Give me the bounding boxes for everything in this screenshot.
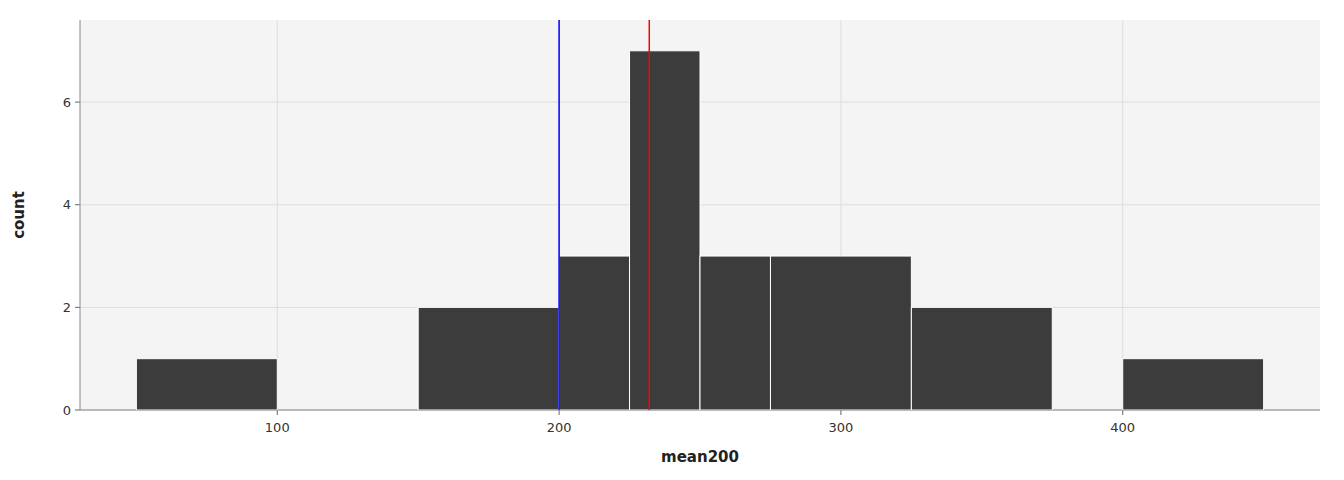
bars [136, 20, 1263, 410]
chart: 100 200 300 400 0 2 4 6 mean200 count [0, 0, 1344, 480]
histogram-bar [418, 307, 559, 410]
tick-mark [75, 410, 80, 411]
grid-line [277, 20, 278, 410]
tick-mark [75, 204, 80, 205]
histogram-bar [770, 256, 911, 410]
histogram-bar [700, 256, 770, 410]
tick-mark [75, 307, 80, 308]
histogram-bar [1052, 410, 1122, 411]
plot-area [80, 20, 1320, 410]
y-axis-line [80, 20, 81, 410]
tick-label: 4 [63, 197, 71, 212]
tick-label: 100 [265, 420, 290, 435]
x-axis-label: mean200 [661, 448, 739, 466]
histogram-bar [277, 410, 418, 411]
grid-line [1122, 20, 1123, 410]
tick-label: 300 [828, 420, 853, 435]
grid [80, 20, 1320, 410]
reference-line [558, 20, 560, 410]
histogram-bar [1123, 359, 1264, 410]
tick-label: 200 [547, 420, 572, 435]
tick-mark [840, 410, 841, 415]
tick-label: 400 [1110, 420, 1135, 435]
histogram-bar [559, 256, 629, 410]
axes: 100 200 300 400 0 2 4 6 [63, 20, 1320, 435]
tick-mark [559, 410, 560, 415]
histogram-bar [630, 51, 700, 410]
reference-line [649, 20, 651, 410]
tick-label: 0 [63, 403, 71, 418]
tick-mark [1122, 410, 1123, 415]
histogram-bar [911, 307, 1052, 410]
grid-line [559, 20, 560, 410]
tick-label: 2 [63, 300, 71, 315]
tick-label: 6 [63, 95, 71, 110]
tick-mark [75, 102, 80, 103]
y-axis-label: count [10, 191, 28, 239]
tick-mark [277, 410, 278, 415]
histogram-bar [136, 359, 277, 410]
